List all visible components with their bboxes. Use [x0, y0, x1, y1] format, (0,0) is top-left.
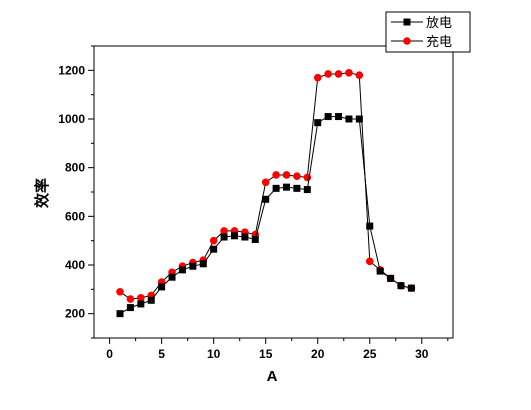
data-point	[262, 195, 270, 203]
data-point	[137, 300, 145, 308]
data-point	[314, 119, 322, 127]
data-point	[168, 273, 176, 281]
x-tick-label: 30	[415, 347, 429, 361]
data-point	[137, 294, 145, 302]
data-point	[178, 266, 186, 274]
data-point	[366, 222, 374, 230]
x-tick-label: 20	[311, 347, 325, 361]
y-tick-label: 1000	[58, 112, 85, 126]
data-point	[324, 70, 332, 78]
series-discharge	[116, 113, 415, 318]
data-point	[293, 172, 301, 180]
data-point	[376, 267, 384, 275]
data-point	[116, 287, 124, 296]
data-point	[189, 262, 197, 270]
x-tick-label: 10	[207, 347, 221, 361]
data-point	[324, 113, 332, 121]
x-tick-label: 15	[259, 347, 273, 361]
data-point	[272, 171, 280, 179]
data-point	[387, 274, 395, 282]
data-point	[158, 283, 166, 291]
y-axis-title: 效率	[33, 178, 51, 208]
data-point	[303, 186, 311, 194]
data-point	[355, 115, 363, 123]
data-point	[220, 227, 228, 235]
data-point	[313, 73, 322, 82]
data-point	[355, 71, 364, 79]
y-axis: 200 400 600 800 1000 1200	[58, 45, 94, 339]
x-axis-title: A	[267, 368, 278, 385]
legend-label: 放电	[426, 15, 452, 30]
legend-label: 充电	[426, 34, 452, 49]
data-point	[345, 68, 353, 77]
x-tick-label: 0	[106, 347, 113, 361]
data-point	[334, 70, 343, 78]
data-point	[293, 184, 301, 192]
data-point	[241, 233, 249, 241]
data-point	[272, 184, 280, 192]
data-point	[335, 113, 343, 121]
y-tick-label: 1200	[58, 63, 85, 77]
data-point	[282, 171, 291, 179]
x-tick-label: 5	[158, 347, 165, 361]
x-axis: 0 5 10 15 20 25 30	[106, 338, 449, 361]
data-point	[126, 295, 135, 303]
y-tick-label: 800	[65, 161, 85, 175]
data-point	[199, 260, 207, 268]
y-tick-label: 200	[65, 307, 85, 321]
data-point	[147, 296, 155, 304]
data-point	[407, 284, 415, 292]
data-point	[261, 178, 270, 187]
y-tick-label: 600	[65, 209, 85, 223]
data-point	[365, 257, 374, 266]
x-tick-label: 25	[363, 347, 377, 361]
data-point	[116, 310, 124, 318]
data-point	[345, 115, 353, 123]
series-layer	[116, 68, 416, 318]
data-point	[283, 183, 291, 191]
data-point	[209, 236, 218, 245]
legend-marker	[403, 18, 411, 26]
data-point	[126, 304, 134, 312]
legend-box	[385, 11, 471, 53]
data-point	[220, 233, 228, 241]
legend-marker	[403, 37, 411, 45]
y-tick-label: 400	[65, 258, 85, 272]
data-point	[397, 282, 405, 290]
data-point	[230, 232, 238, 240]
data-point	[210, 245, 218, 253]
data-point	[251, 235, 259, 243]
